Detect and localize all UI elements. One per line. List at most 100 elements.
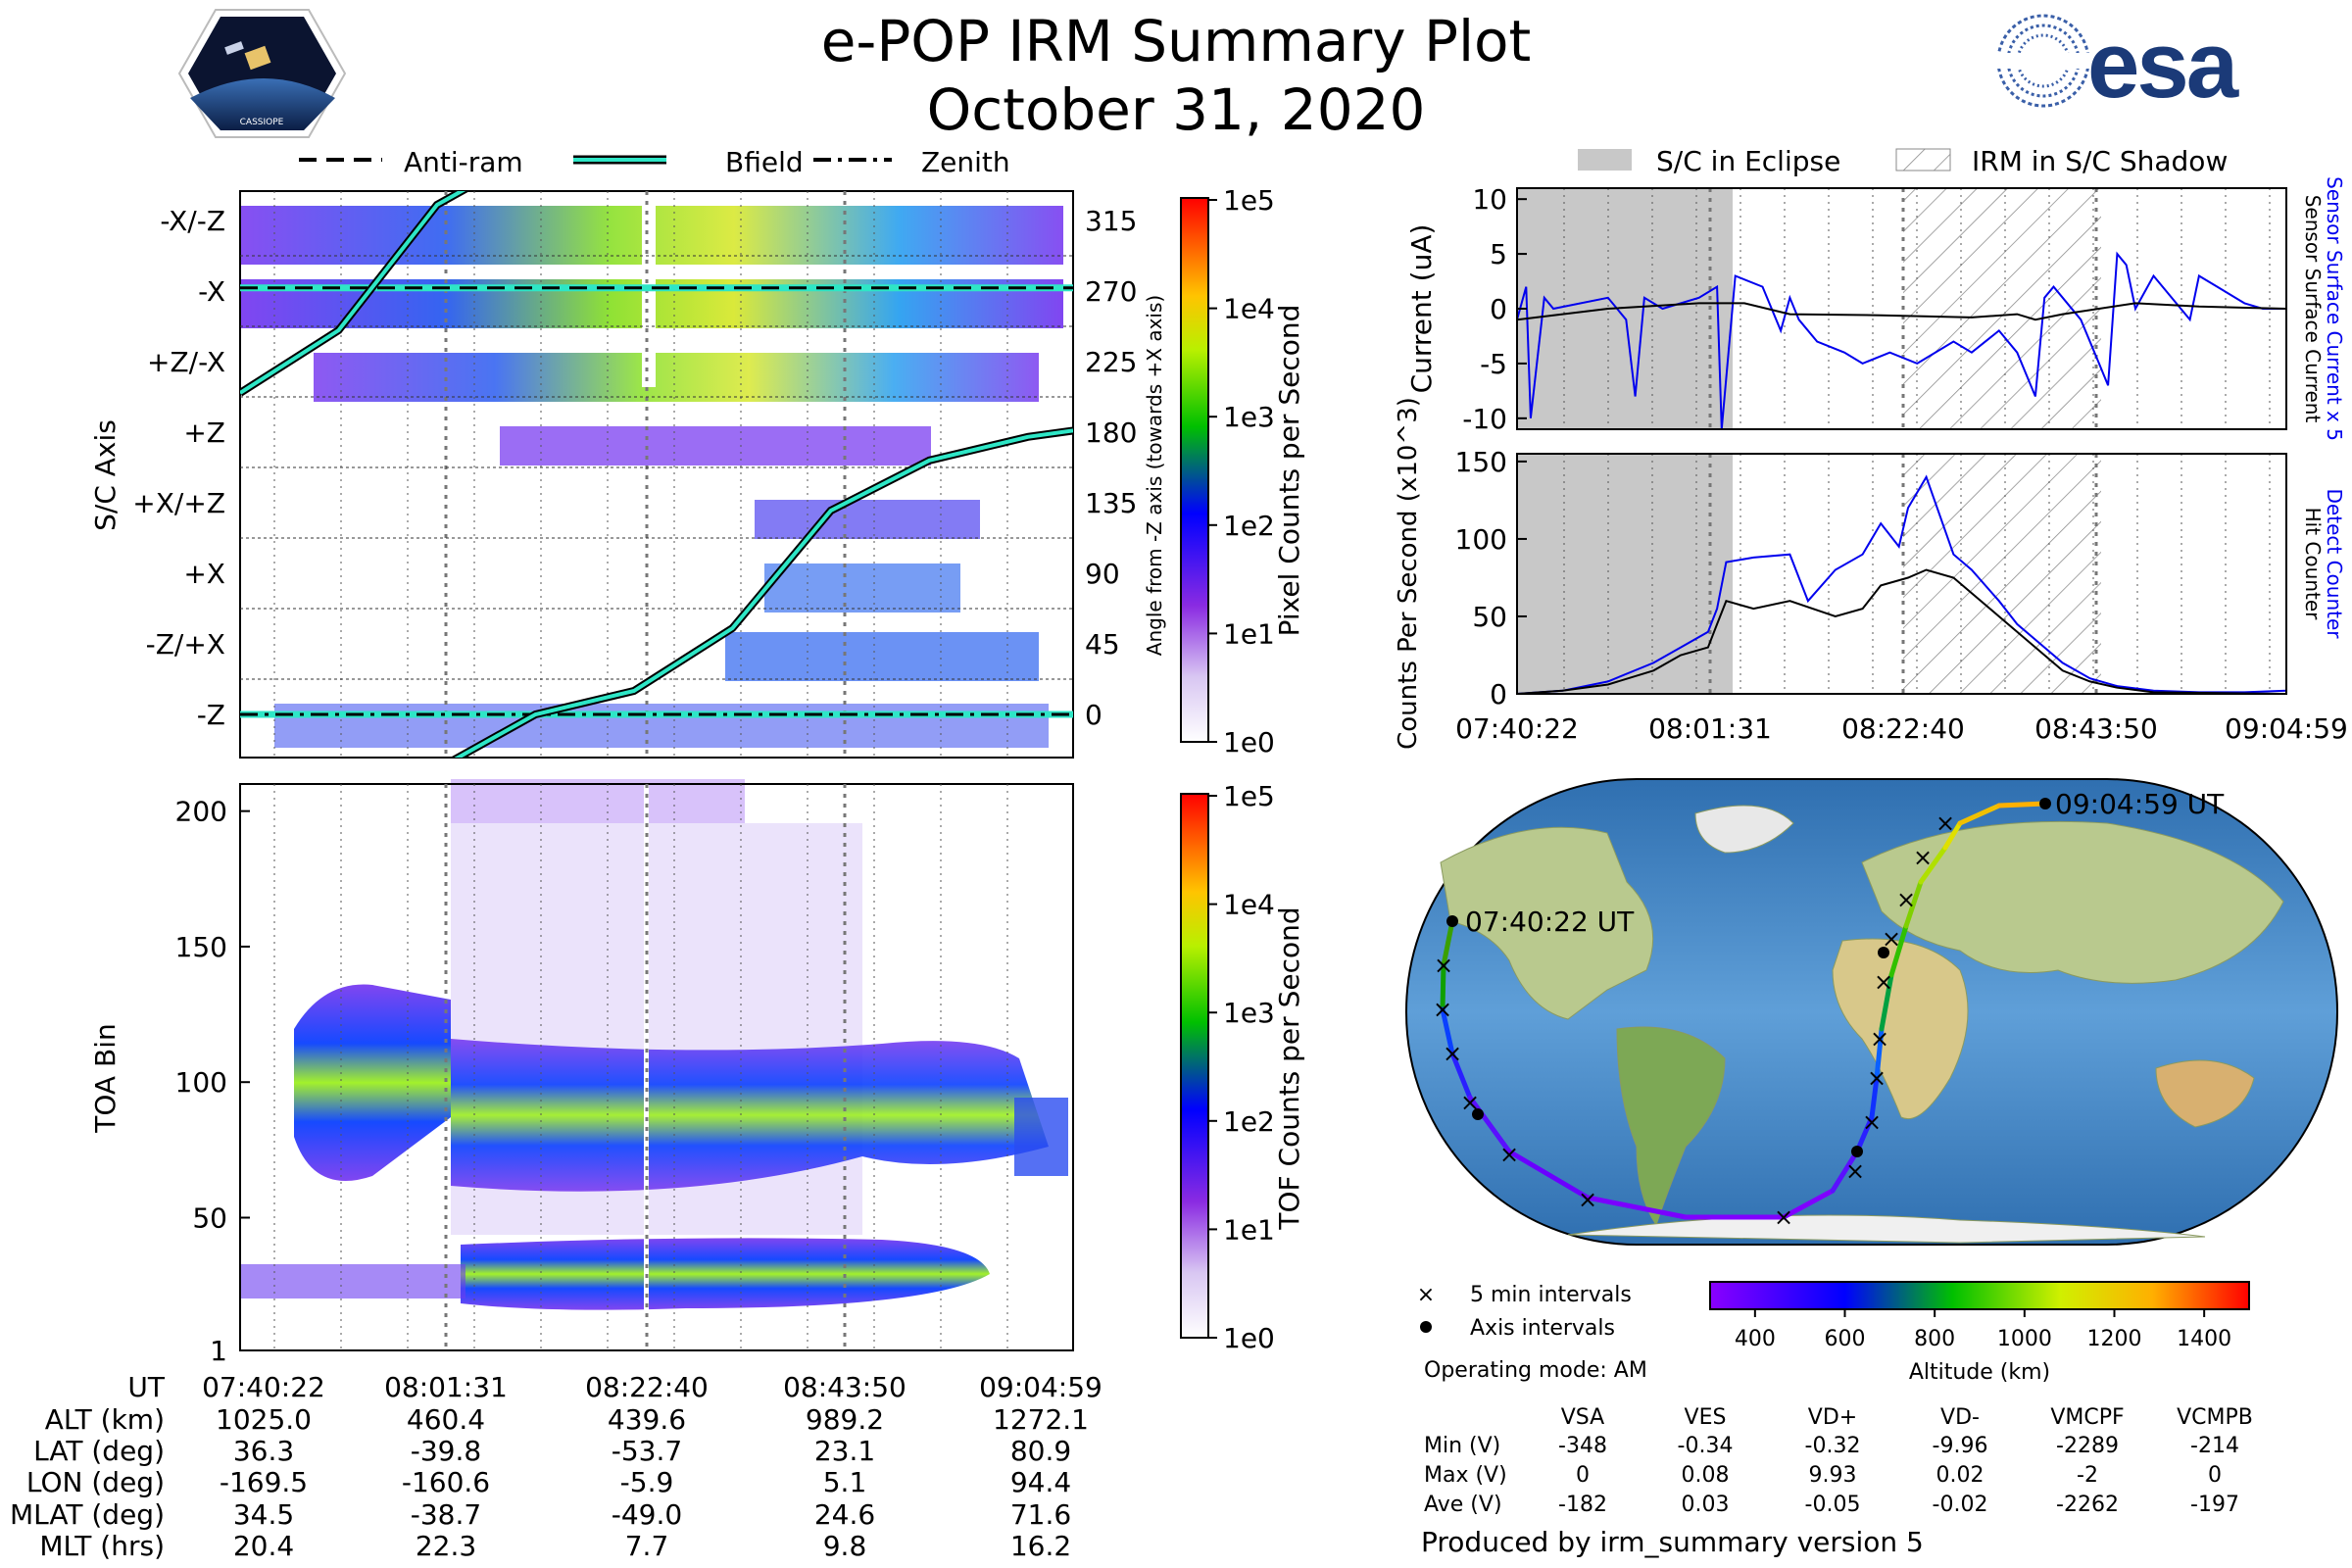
orbit-end-label: 09:04:59 UT	[2055, 788, 2225, 820]
axis-angle-label: 135	[1085, 487, 1137, 519]
series-line	[1516, 474, 2287, 695]
legend-eclipse-swatch	[1578, 149, 1632, 171]
toa-ytick-label: 1	[210, 1335, 227, 1367]
axis-angle-label: 225	[1085, 346, 1137, 378]
orbit-end-marker	[2039, 798, 2051, 809]
counts-eclipse-region	[1517, 454, 1733, 694]
voltage-cell: 0.08	[1682, 1463, 1730, 1488]
pixel-counts-colorbar: 1e5 1e4 1e3 1e2 1e1 1e0 Pixel Counts per Seco…	[1180, 184, 1305, 759]
eurasia	[1861, 820, 2284, 984]
summary-cell: 80.9	[1010, 1435, 1071, 1467]
five-min-marker: ×	[1499, 1141, 1519, 1168]
esa-logo-text: esa	[2087, 13, 2238, 118]
five-min-marker: ×	[1433, 996, 1452, 1023]
bfield-line	[454, 428, 1073, 758]
axis-category-label: -X	[198, 275, 225, 308]
axis-angle-label: 90	[1085, 558, 1120, 590]
sc-axis-panel: -X/-Z -X +Z/-X +Z +X/+Z +X -Z/+X -Z 315 270 225 18…	[89, 190, 1166, 759]
five-min-marker: ×	[1870, 1025, 1889, 1053]
summary-cell: -169.5	[220, 1466, 308, 1498]
summary-row-label: ALT (km)	[45, 1403, 165, 1436]
south-america	[1616, 1026, 1726, 1227]
current-panel: 10 5 0 -5 -10 Current (uA) Sensor Surface Cu…	[1405, 176, 2346, 441]
five-min-marker: ×	[1867, 1064, 1886, 1092]
north-america	[1440, 826, 1654, 1020]
summary-cell: -53.7	[612, 1435, 682, 1467]
summary-cell: -5.9	[620, 1466, 674, 1498]
toa-ytick-label: 50	[192, 1201, 227, 1234]
five-min-marker: ×	[1434, 952, 1453, 979]
orbit-segment	[1506, 1149, 1591, 1200]
map-legend-5min: 5 min intervals	[1470, 1283, 1632, 1307]
band-mz	[274, 704, 1049, 748]
altitude-tick-label: 1400	[2177, 1327, 2231, 1351]
x-marker-icon: ×	[1417, 1283, 1435, 1307]
counts-xtick-label: 08:22:40	[1841, 712, 1965, 745]
legend-bfield-label: Bfield	[725, 146, 804, 178]
toa-top-haze	[451, 779, 745, 823]
orbit-segment	[1830, 1149, 1860, 1194]
colorbar-tick-label: 1e5	[1223, 780, 1275, 812]
voltage-cell: 0	[2208, 1463, 2222, 1488]
colorbar-tick-label: 1e4	[1223, 889, 1275, 921]
voltage-row-label: Max (V)	[1424, 1463, 1507, 1488]
five-min-marker: ×	[1874, 968, 1893, 996]
counts-right-label-1: Detect Counter	[2323, 489, 2346, 640]
right-plots-legend: S/C in Eclipse IRM in S/C Shadow	[1578, 145, 2228, 177]
esa-logo-swirl-icon	[1994, 14, 2092, 108]
current-lines	[1516, 251, 2287, 430]
legend-shadow-label: IRM in S/C Shadow	[1972, 145, 2228, 177]
five-min-marker: ×	[1443, 1040, 1462, 1067]
voltage-cell: -197	[2190, 1493, 2239, 1517]
voltage-cell: -0.34	[1678, 1434, 1734, 1458]
voltage-cell: 0	[1576, 1463, 1590, 1488]
axis-interval-marker	[1851, 1146, 1863, 1157]
orbit-segment	[1918, 845, 1948, 885]
orbit-segment	[1942, 820, 1963, 851]
current-right-label-1: Sensor Surface Current x 5	[2323, 176, 2346, 441]
altitude-tick-label: 1200	[2087, 1327, 2142, 1351]
toa-right-edge	[1014, 1098, 1068, 1176]
summary-cell: 23.1	[814, 1435, 875, 1467]
current-ytick-label: -10	[1462, 403, 1507, 435]
summary-cell: 08:01:31	[384, 1371, 508, 1403]
legend-zenith: Zenith	[813, 146, 1010, 178]
legend-eclipse-label: S/C in Eclipse	[1656, 145, 1840, 177]
summary-cell: 460.4	[407, 1403, 485, 1436]
voltage-cell: -214	[2190, 1434, 2239, 1458]
orbit-segment	[1440, 1006, 1455, 1056]
current-ylabel: Current (uA)	[1405, 224, 1438, 394]
satellite-icon	[244, 45, 271, 71]
colorbar-tick-label: 1e2	[1223, 510, 1275, 542]
axis-angle-label: 45	[1085, 628, 1120, 661]
colorbar-tick-label: 1e5	[1223, 184, 1275, 217]
voltage-header: VD-	[1940, 1405, 1980, 1430]
summary-cell: 94.4	[1010, 1466, 1071, 1498]
voltage-table: VSA VES VD+ VD- VMCPF VCMPB Min (V) -348 -0.34 -0…	[1424, 1405, 2253, 1517]
band-xz2	[755, 500, 980, 539]
altitude-ticks: 400 600 800 1000 1200 1400	[1735, 1309, 2231, 1351]
voltage-cell: -0.02	[1933, 1493, 1988, 1517]
bfield-line	[240, 191, 466, 395]
summary-cell: 71.6	[1010, 1498, 1071, 1531]
summary-cell: 07:40:22	[202, 1371, 325, 1403]
counts-grid	[1563, 454, 2271, 694]
axis-panel-ylabel: S/C Axis	[89, 419, 122, 531]
band-z	[500, 426, 931, 466]
current-yticks: 10 5 0 -5 -10	[1462, 183, 1527, 435]
orbit-start-label: 07:40:22 UT	[1465, 906, 1635, 938]
orbit-map: ×××××××××××××××× 07:40:22 UT 09:04:59 UT	[1405, 778, 2338, 1246]
orbit-segment	[1869, 1075, 1880, 1120]
toa-ylabel: TOA Bin	[89, 1023, 122, 1133]
toa-early-blob	[294, 984, 451, 1181]
five-min-marker: ×	[1774, 1203, 1793, 1231]
five-min-marker: ×	[1936, 809, 1955, 837]
orbit-segment	[1467, 1095, 1512, 1154]
summary-row-label: LON (deg)	[26, 1466, 165, 1498]
axis-category-labels: -X/-Z -X +Z/-X +Z +X/+Z +X -Z/+X -Z	[132, 205, 225, 731]
counts-ytick-label: 50	[1472, 601, 1507, 633]
orbit-segment	[1957, 803, 2002, 826]
counts-ytick-label: 0	[1490, 678, 1507, 710]
counts-xtick-label: 08:01:31	[1648, 712, 1772, 745]
